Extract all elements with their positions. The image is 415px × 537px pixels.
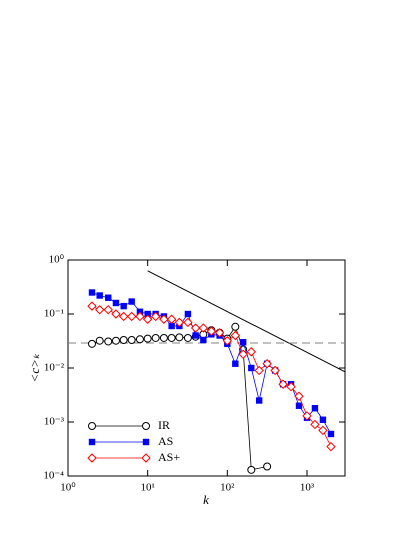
marker — [262, 359, 272, 369]
marker — [119, 336, 128, 345]
marker — [127, 336, 136, 345]
marker — [200, 336, 207, 344]
marker — [105, 294, 112, 301]
marker — [175, 333, 184, 342]
legend-marker — [141, 453, 151, 463]
x-tick-label: 10² — [220, 482, 235, 494]
marker — [112, 299, 120, 307]
marker — [103, 305, 113, 315]
marker — [167, 333, 176, 342]
x-tick-label: 10⁰ — [60, 482, 76, 494]
marker — [190, 323, 201, 333]
marker — [232, 360, 239, 367]
marker — [263, 462, 272, 471]
marker — [231, 322, 240, 331]
marker — [183, 317, 193, 328]
marker — [327, 430, 335, 438]
marker — [95, 336, 104, 345]
legend-label: IR — [158, 418, 170, 432]
y-tick-label: 10⁻⁴ — [43, 470, 64, 482]
marker — [168, 322, 175, 330]
marker — [319, 416, 327, 423]
marker — [159, 333, 168, 342]
marker — [144, 310, 151, 318]
legend-label: AS+ — [158, 450, 180, 464]
marker — [135, 335, 144, 344]
marker — [159, 314, 169, 324]
marker — [294, 391, 304, 401]
series-line — [91, 292, 332, 435]
marker — [206, 326, 217, 336]
marker — [246, 347, 257, 357]
x-axis-label: k — [203, 492, 209, 507]
legend-label: AS — [158, 434, 173, 448]
legend-marker — [142, 422, 150, 430]
marker — [151, 333, 160, 342]
legend-marker — [87, 453, 97, 463]
y-tick-label: 10⁻¹ — [44, 308, 64, 320]
marker — [248, 364, 255, 372]
marker — [111, 336, 120, 345]
legend-marker — [88, 422, 96, 430]
marker — [310, 419, 320, 430]
marker — [87, 301, 97, 311]
marker — [238, 349, 248, 359]
marker — [87, 339, 96, 348]
marker — [174, 317, 185, 328]
marker — [214, 328, 225, 338]
marker — [222, 336, 233, 346]
marker — [104, 337, 113, 346]
marker — [135, 311, 145, 322]
plot-area — [68, 270, 345, 474]
marker — [184, 310, 192, 318]
reference-line — [147, 270, 345, 373]
legend-marker — [88, 438, 96, 446]
plot-frame — [67, 259, 346, 477]
marker — [126, 311, 137, 322]
marker — [142, 314, 153, 324]
y-axis-label: <c>ₖ — [27, 353, 42, 382]
marker — [166, 314, 177, 324]
marker — [318, 425, 328, 436]
marker — [230, 330, 241, 341]
marker — [295, 402, 303, 409]
marker — [239, 339, 247, 346]
marker — [88, 289, 96, 296]
marker — [94, 305, 105, 315]
y-tick-label: 10⁰ — [49, 254, 65, 266]
x-tick-label: 10¹ — [141, 482, 155, 494]
x-tick-label: 10³ — [300, 482, 315, 494]
marker — [326, 441, 336, 452]
marker — [96, 292, 103, 299]
marker — [311, 405, 319, 412]
marker — [286, 382, 296, 392]
marker — [302, 411, 312, 421]
marker — [278, 379, 288, 389]
marker — [128, 298, 135, 305]
marker — [198, 323, 209, 333]
marker — [183, 333, 192, 342]
marker — [270, 365, 280, 376]
y-tick-label: 10⁻² — [44, 362, 65, 374]
y-tick-label: 10⁻³ — [44, 416, 65, 428]
marker — [247, 465, 256, 474]
marker — [118, 311, 129, 322]
marker — [255, 397, 263, 404]
marker — [254, 365, 264, 376]
marker — [150, 311, 161, 322]
legend-marker — [142, 438, 150, 446]
marker — [143, 334, 152, 343]
marker — [111, 309, 121, 319]
marker — [192, 332, 199, 339]
marker — [120, 302, 127, 310]
